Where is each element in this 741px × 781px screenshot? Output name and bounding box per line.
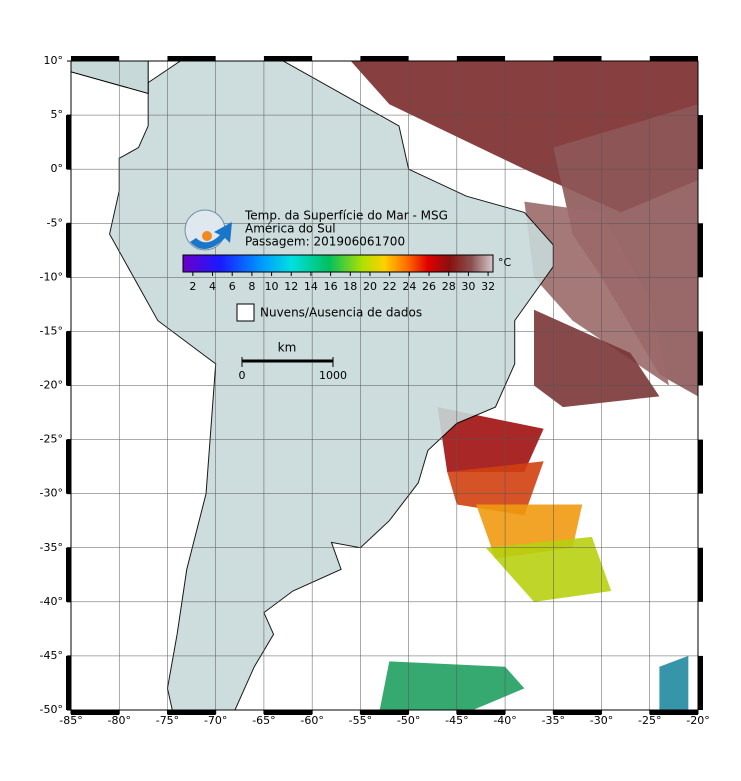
y-tick-label: -50° [40, 703, 63, 716]
frame-block [66, 547, 71, 602]
x-tick-label: -40° [493, 714, 516, 727]
frame-block [360, 56, 409, 61]
colorbar-tick-label: 20 [363, 280, 377, 293]
sst-patch [524, 201, 670, 386]
sst-patch [553, 104, 698, 397]
y-tick-label: -20° [40, 379, 63, 392]
y-tick-label: 0° [51, 162, 64, 175]
colorbar-tick-label: 10 [265, 280, 279, 293]
frame-block [649, 710, 698, 715]
colorbar-tick-label: 2 [189, 280, 196, 293]
frame-block [71, 710, 120, 715]
x-tick-label: -45° [445, 714, 468, 727]
frame-block [66, 331, 71, 386]
frame-block [263, 710, 313, 715]
y-tick-label: -25° [40, 433, 63, 446]
frame-block [698, 439, 703, 494]
colorbar-tick-label: 30 [461, 280, 475, 293]
frame-block [553, 710, 602, 715]
y-tick-label: 10° [44, 54, 64, 67]
scale-unit: km [278, 341, 297, 355]
colorbar-tick-label: 28 [442, 280, 456, 293]
logo [184, 209, 232, 251]
colorbar-tick-label: 14 [304, 280, 318, 293]
frame-block [698, 655, 703, 710]
legend-swatch [236, 303, 255, 322]
y-tick-label: -30° [40, 487, 63, 500]
y-tick-label: -35° [40, 541, 63, 554]
frame-block [167, 710, 216, 715]
frame-block [263, 56, 313, 61]
y-tick-label: 5° [51, 108, 64, 121]
x-tick-label: -75° [156, 714, 179, 727]
colorbar-tick-label: 12 [284, 280, 298, 293]
frame-block [698, 547, 703, 602]
frame-block [698, 115, 703, 170]
y-tick-label: -45° [40, 649, 63, 662]
x-tick-label: -85° [59, 714, 82, 727]
x-tick-label: -25° [638, 714, 661, 727]
x-tick-label: -55° [349, 714, 372, 727]
sst-patch [447, 461, 544, 516]
x-tick-label: -35° [542, 714, 565, 727]
frame-block [649, 56, 698, 61]
scale-label: 0 [239, 369, 246, 382]
x-tick-label: -50° [397, 714, 420, 727]
frame-block [167, 56, 216, 61]
colorbar-tick-label: 32 [481, 280, 495, 293]
title-line: Temp. da Superfície do Mar - MSG [244, 209, 448, 223]
overlay: Temp. da Superfície do Mar - MSG América… [182, 209, 512, 382]
y-tick-label: -40° [40, 595, 63, 608]
colorbar-tick-label: 8 [248, 280, 255, 293]
colorbar-unit: °C [498, 256, 512, 269]
frame-block [456, 56, 506, 61]
x-tick-label: -65° [252, 714, 275, 727]
x-tick-label: -60° [300, 714, 323, 727]
sst-patch [659, 655, 689, 710]
frame-block [456, 710, 506, 715]
frame-block [66, 439, 71, 494]
x-tick-label: -70° [204, 714, 227, 727]
colorbar-tick-label: 18 [343, 280, 357, 293]
frame-block [553, 56, 602, 61]
title-line: América do Sul [245, 222, 336, 236]
map-area [71, 61, 698, 710]
y-tick-label: -15° [40, 324, 63, 337]
colorbar-tick-label: 24 [402, 280, 416, 293]
title-line: Passagem: 201906061700 [245, 235, 405, 249]
colorbar-tick-label: 26 [422, 280, 436, 293]
frame-block [66, 655, 71, 710]
frame-block [71, 56, 120, 61]
frame-block [698, 223, 703, 278]
sst-patch [379, 661, 525, 710]
colorbar [182, 254, 494, 273]
sst-patch [534, 309, 660, 408]
colorbar-tick-label: 22 [383, 280, 397, 293]
frame-block [698, 331, 703, 386]
x-tick-label: -30° [590, 714, 613, 727]
x-tick-label: -80° [107, 714, 130, 727]
y-tick-label: -5° [47, 216, 63, 229]
colorbar-tick-label: 6 [229, 280, 236, 293]
legend-label: Nuvens/Ausencia de dados [260, 306, 422, 320]
colorbar-tick-label: 4 [209, 280, 216, 293]
x-tick-label: -20° [686, 714, 709, 727]
scale-label: 1000 [319, 369, 347, 382]
frame-block [360, 710, 409, 715]
y-tick-label: -10° [40, 270, 63, 283]
frame-block [66, 115, 71, 170]
sst-patch [485, 536, 612, 602]
colorbar-tick-label: 16 [324, 280, 338, 293]
frame-border [70, 60, 699, 711]
frame-block [66, 223, 71, 278]
frame: -85° -80° -75° -70° -65° -60° -55° -50° -45° -40°… [40, 54, 710, 727]
